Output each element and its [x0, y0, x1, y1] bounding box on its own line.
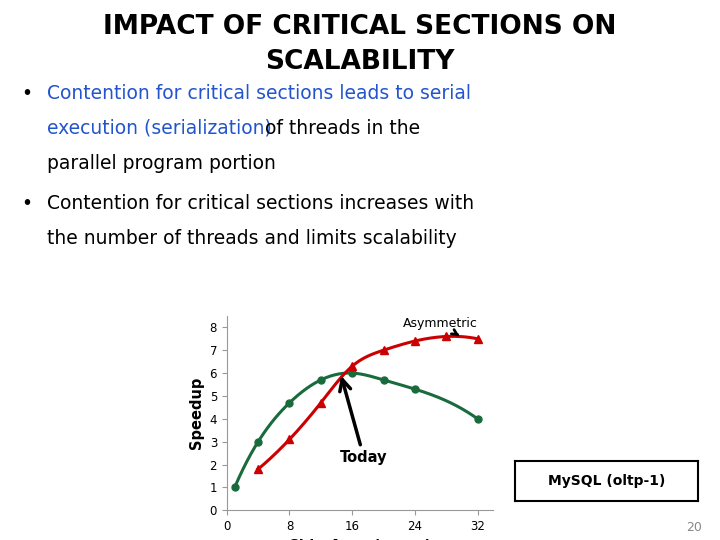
X-axis label: Chip Area (cores): Chip Area (cores): [288, 538, 432, 540]
Text: IMPACT OF CRITICAL SECTIONS ON: IMPACT OF CRITICAL SECTIONS ON: [103, 14, 617, 39]
Text: Contention for critical sections leads to serial: Contention for critical sections leads t…: [47, 84, 471, 103]
Text: •: •: [22, 84, 32, 103]
Text: of threads in the: of threads in the: [259, 119, 420, 138]
Text: Contention for critical sections increases with: Contention for critical sections increas…: [47, 194, 474, 213]
Text: MySQL (oltp-1): MySQL (oltp-1): [548, 474, 665, 488]
Text: execution (serialization): execution (serialization): [47, 119, 271, 138]
Text: Asymmetric: Asymmetric: [403, 318, 478, 335]
Text: 20: 20: [686, 521, 702, 534]
Text: Today: Today: [340, 380, 387, 465]
Text: the number of threads and limits scalability: the number of threads and limits scalabi…: [47, 230, 456, 248]
Text: parallel program portion: parallel program portion: [47, 154, 276, 173]
Text: •: •: [22, 194, 32, 213]
Y-axis label: Speedup: Speedup: [189, 377, 204, 449]
Text: SCALABILITY: SCALABILITY: [265, 49, 455, 75]
